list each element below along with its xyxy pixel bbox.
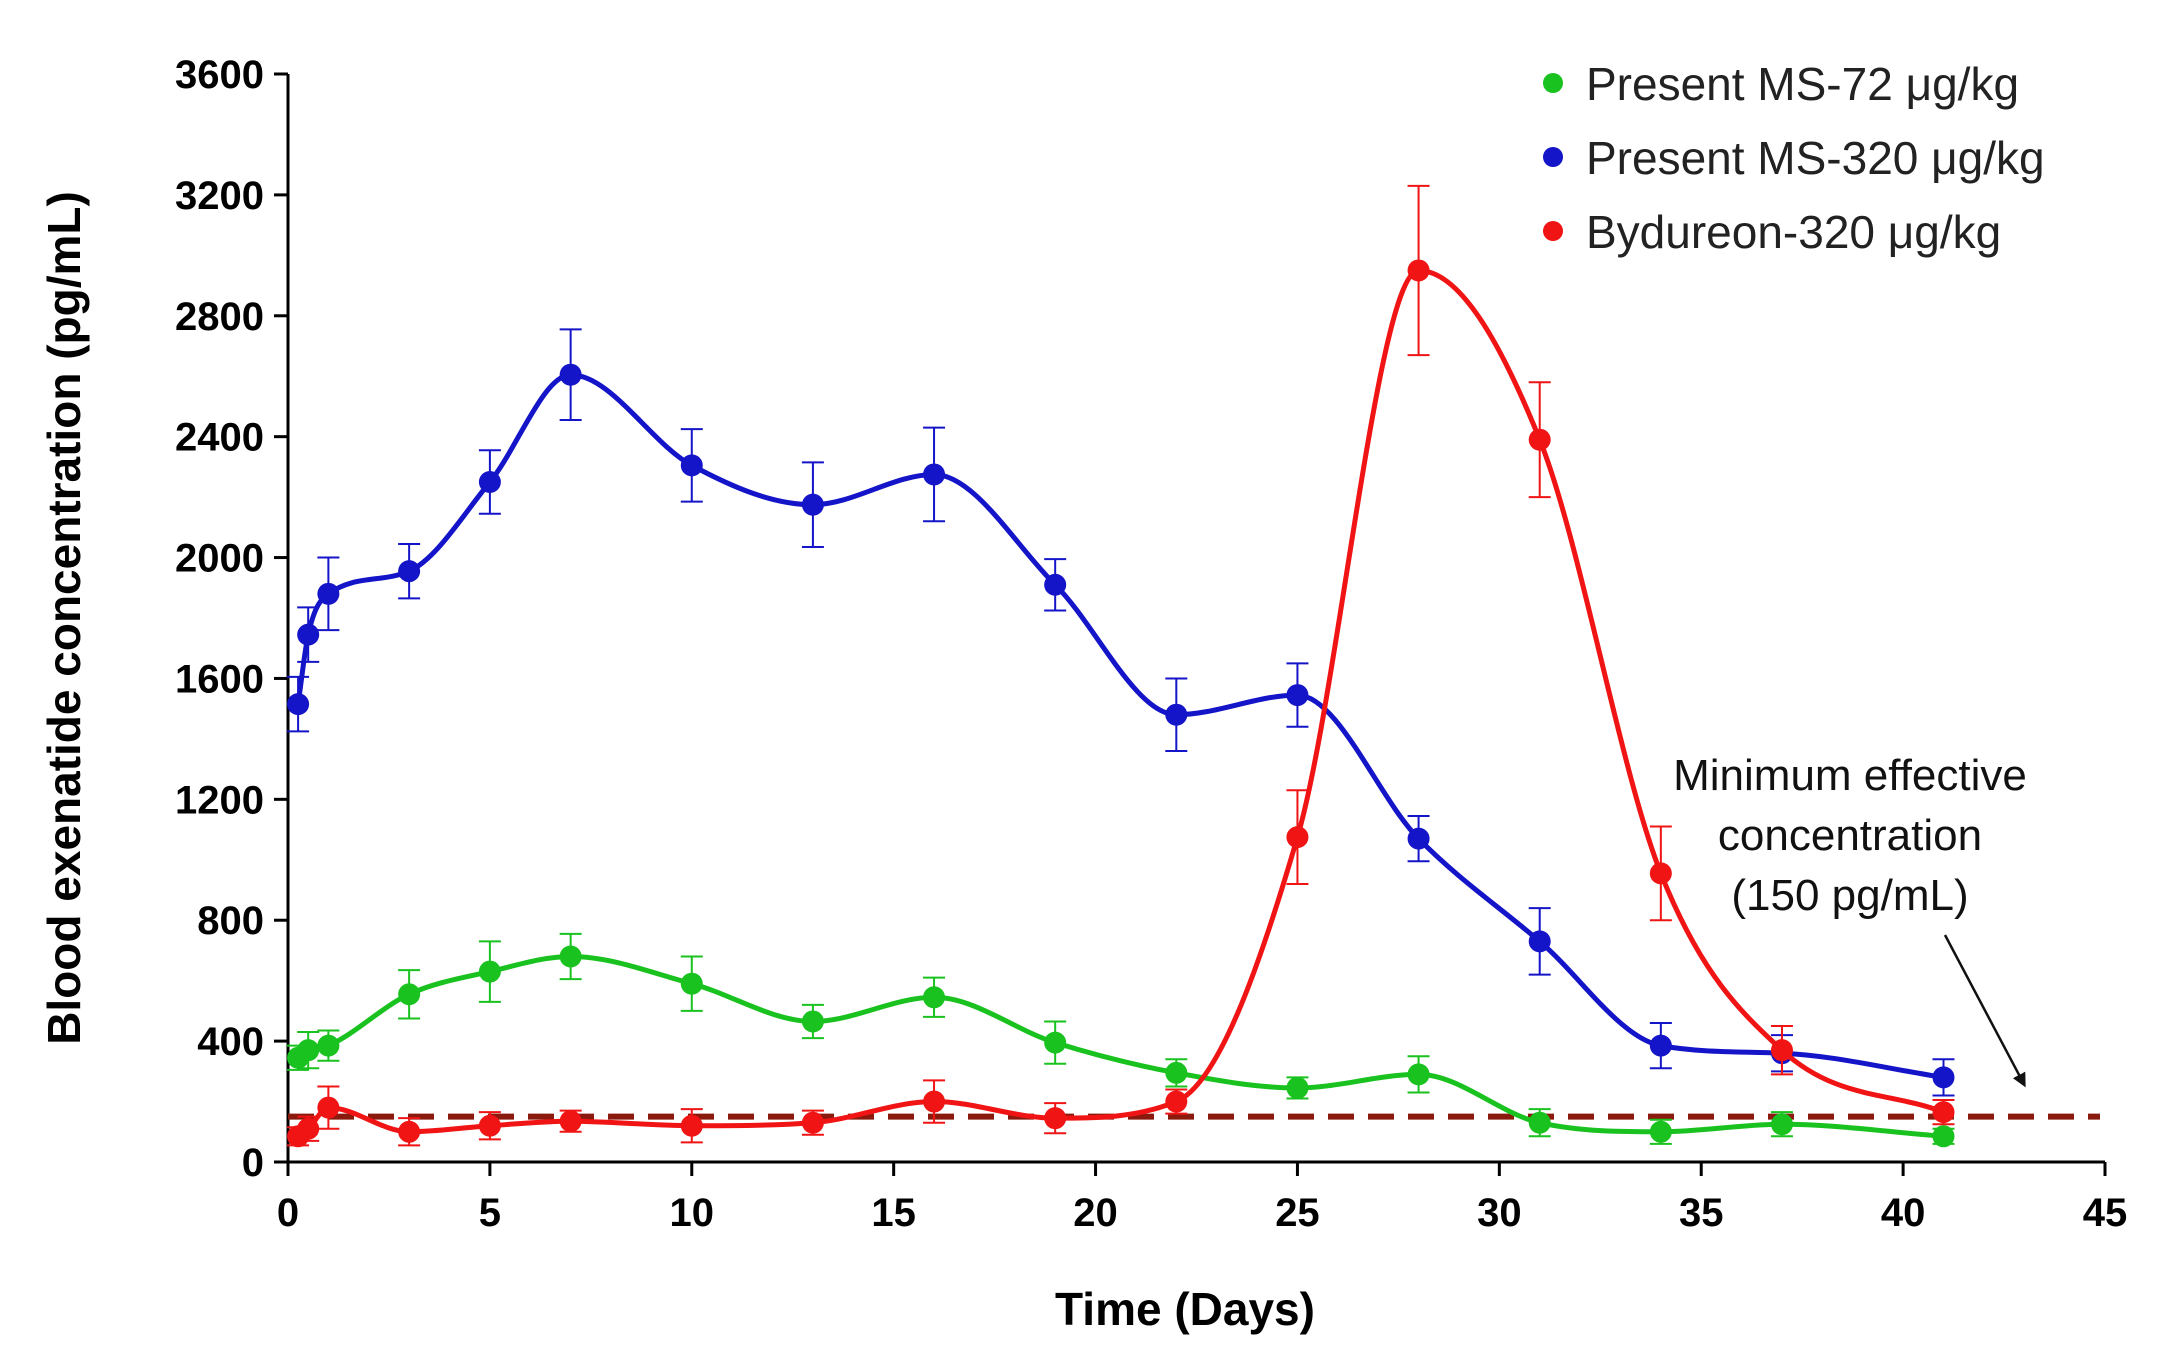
data-point	[559, 945, 582, 968]
data-point	[1165, 1090, 1188, 1113]
data-point	[923, 463, 946, 486]
data-point	[398, 983, 421, 1006]
legend-marker	[1543, 147, 1563, 167]
annotation-arrow	[1943, 934, 2026, 1088]
x-axis-title: Time (Days)	[1055, 1283, 1315, 1335]
data-point	[1044, 1031, 1067, 1054]
data-point	[801, 493, 824, 516]
data-point	[1932, 1066, 1955, 1089]
data-point	[559, 1110, 582, 1133]
data-point	[317, 1034, 340, 1057]
data-point	[1407, 1063, 1430, 1086]
data-point	[1932, 1125, 1955, 1148]
x-tick-label: 45	[2083, 1191, 2128, 1235]
x-tick-label: 20	[1073, 1191, 1118, 1235]
y-tick-label: 1600	[175, 657, 264, 701]
y-tick-label: 0	[242, 1141, 264, 1185]
data-point	[801, 1111, 824, 1134]
data-point	[1044, 573, 1067, 596]
y-tick-label: 3600	[175, 53, 264, 97]
x-tick-label: 0	[277, 1191, 299, 1235]
data-point	[297, 1039, 320, 1062]
x-tick-label: 5	[479, 1191, 501, 1235]
data-point	[680, 454, 703, 477]
data-point	[1165, 703, 1188, 726]
annotation-line-1: Minimum effective	[1673, 751, 2027, 800]
legend-label: Present MS-320 μg/kg	[1586, 132, 2045, 184]
data-point	[1407, 259, 1430, 282]
y-tick-label: 400	[197, 1020, 264, 1064]
series-line	[296, 267, 1945, 1139]
annotation-line-3: (150 pg/mL)	[1731, 871, 1968, 920]
data-point	[398, 560, 421, 583]
data-point	[1286, 684, 1309, 707]
data-point	[317, 1096, 340, 1119]
y-tick-label: 2400	[175, 416, 264, 460]
data-point	[297, 1117, 320, 1140]
data-point	[1932, 1101, 1955, 1124]
data-point	[478, 960, 501, 983]
legend-label: Bydureon-320 μg/kg	[1586, 206, 2001, 258]
series-2	[287, 184, 1955, 1148]
data-point	[1649, 1120, 1672, 1143]
legend-label: Present MS-72 μg/kg	[1586, 58, 2019, 110]
data-point	[801, 1010, 824, 1033]
data-point	[1649, 1034, 1672, 1057]
data-point	[1286, 1076, 1309, 1099]
annotation-line-2: concentration	[1718, 811, 1982, 860]
legend-marker	[1543, 73, 1563, 93]
y-tick-label: 2800	[175, 295, 264, 339]
data-point	[297, 623, 320, 646]
data-point	[1770, 1113, 1793, 1136]
data-point	[1044, 1107, 1067, 1130]
data-point	[680, 972, 703, 995]
x-tick-label: 10	[670, 1191, 715, 1235]
series-line	[295, 372, 1944, 1080]
x-tick-label: 30	[1477, 1191, 1522, 1235]
data-point	[398, 1120, 421, 1143]
legend: Present MS-72 μg/kg Present MS-320 μg/kg B…	[1543, 58, 2045, 258]
series-0	[287, 932, 1955, 1148]
x-tick-label: 25	[1275, 1191, 1320, 1235]
data-point	[287, 693, 310, 716]
data-point	[1286, 826, 1309, 849]
data-point	[317, 582, 340, 605]
data-point	[1528, 930, 1551, 953]
data-point	[478, 1114, 501, 1137]
x-ticks: 0 5 10 15 20 25 30 35 40 45	[277, 1162, 2127, 1235]
x-tick-label: 40	[1881, 1191, 1926, 1235]
axes	[286, 74, 2105, 1164]
x-tick-label: 15	[871, 1191, 916, 1235]
data-point	[923, 986, 946, 1009]
data-point	[923, 1090, 946, 1113]
data-point	[1528, 1111, 1551, 1134]
y-tick-label: 1200	[175, 778, 264, 822]
data-point	[680, 1114, 703, 1137]
series-group	[287, 184, 1955, 1148]
annotation: Minimum effective concentration (150 pg/…	[1673, 751, 2027, 1088]
data-point	[478, 471, 501, 493]
data-point	[1649, 862, 1672, 885]
data-point	[1165, 1061, 1188, 1084]
y-tick-label: 3200	[175, 174, 264, 218]
y-axis-title: Blood exenatide concentration (pg/mL)	[38, 191, 90, 1045]
series-line	[296, 953, 1944, 1139]
data-point	[559, 363, 582, 386]
y-ticks: 0 400 800 1200 1600 2000 2400 2800 3200 3600	[175, 53, 288, 1185]
data-point	[1528, 428, 1551, 451]
legend-marker	[1543, 221, 1563, 241]
x-tick-label: 35	[1679, 1191, 1724, 1235]
y-tick-label: 2000	[175, 537, 264, 581]
y-tick-label: 800	[197, 899, 264, 943]
series-1	[287, 328, 1955, 1097]
data-point	[1770, 1039, 1793, 1062]
data-point	[1407, 827, 1430, 850]
